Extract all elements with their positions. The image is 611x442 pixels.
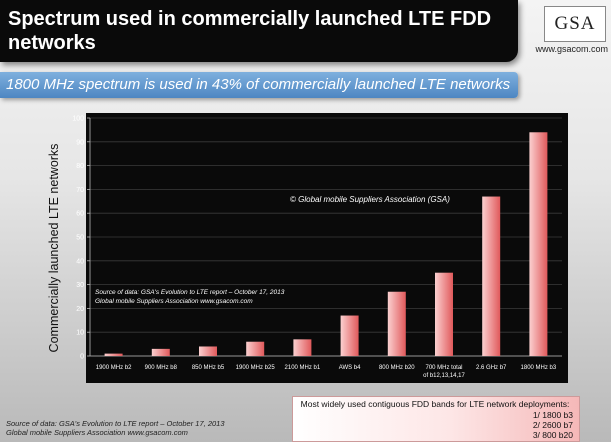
band-item: 3/ 800 b20 [532,430,573,440]
gsa-logo: GSA [544,6,606,42]
footer-source: Source of data: GSA's Evolution to LTE r… [6,419,225,437]
x-tick-label: 900 MHz b8 [145,365,178,371]
y-tick-label: 0 [80,354,84,361]
y-tick-label: 50 [76,235,84,242]
x-tick-label: 1900 MHz b2 [96,365,132,371]
x-tick-label: AWS b4 [339,365,361,371]
bar [340,315,359,356]
title-bar: Spectrum used in commercially launched L… [0,0,518,62]
bar [435,272,453,356]
subtitle: 1800 MHz spectrum is used in 43% of comm… [6,76,511,93]
x-tick-label: 700 MHz total of b12,13,14,17 [423,365,465,379]
bands-box: Most widely used contiguous FDD bands fo… [292,396,580,442]
y-tick-label: 80 [76,163,84,170]
bar [482,196,501,356]
subtitle-bar: 1800 MHz spectrum is used in 43% of comm… [0,72,518,98]
y-tick-label: 90 [76,139,84,146]
x-tick-label: 1800 MHz b3 [521,365,557,371]
bar [387,291,406,356]
bar [199,346,217,356]
footer-source-line2: Global mobile Suppliers Association www.… [6,428,188,437]
source-annotation-line1: Source of data: GSA's Evolution to LTE r… [95,289,285,296]
y-tick-label: 60 [76,211,84,218]
y-tick-label: 100 [72,116,84,123]
bar [293,339,312,356]
y-tick-label: 40 [76,258,84,265]
bands-title: Most widely used contiguous FDD bands fo… [300,399,570,409]
copyright-annotation: © Global mobile Suppliers Association (G… [290,195,450,204]
x-tick-label: 850 MHz b5 [192,365,225,371]
band-item: 2/ 2600 b7 [532,420,573,430]
x-tick-label: 1900 MHz b25 [236,365,276,371]
bar [151,348,170,356]
page-title: Spectrum used in commercially launched L… [8,8,492,54]
x-tick-label: 800 MHz b20 [379,365,415,371]
source-annotation-line2: Global mobile Suppliers Association www.… [95,298,253,305]
y-tick-label: 10 [76,330,84,337]
band-item: 1/ 1800 b3 [532,410,573,420]
x-tick-label: 2.6 GHz b7 [476,365,507,371]
bar [246,341,265,356]
logo-text: GSA [554,13,596,34]
logo-url: www.gsacom.com [535,44,608,54]
y-tick-label: 20 [76,306,84,313]
bar [104,353,123,356]
y-tick-label: 70 [76,187,84,194]
bar [529,132,548,356]
bands-list: 1/ 1800 b3 2/ 2600 b7 3/ 800 b20 [533,410,573,440]
footer-source-line1: Source of data: GSA's Evolution to LTE r… [6,419,225,428]
y-tick-label: 30 [76,282,84,289]
x-tick-label: 2100 MHz b1 [285,365,321,371]
